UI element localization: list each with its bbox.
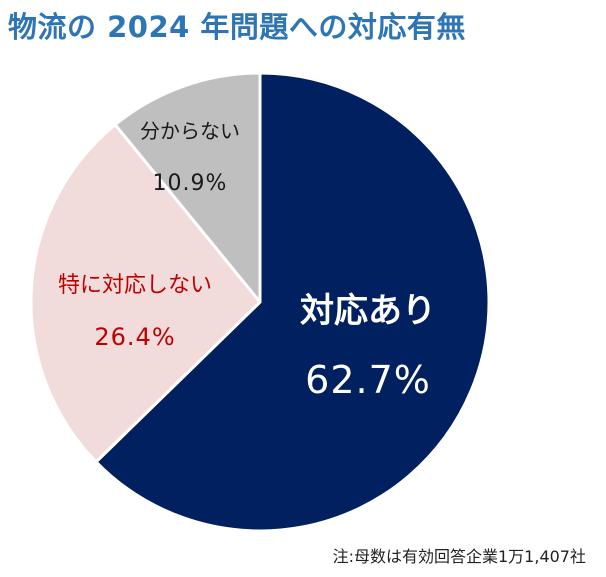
pie-slices — [29, 71, 491, 533]
pie-slice-1 — [94, 71, 491, 533]
pie-slice-3 — [113, 71, 262, 304]
slice-value-3: 10.9% — [153, 171, 228, 196]
slice-label-3: 分からない — [140, 119, 240, 143]
footnote: 注:母数は有効回答企業1万1,407社 — [332, 547, 586, 566]
pie-labels: 対応あり 62.7% 特に対応しない 26.4% 分からない 10.9% — [58, 119, 436, 402]
slice-value-2: 26.4% — [94, 323, 175, 351]
slice-label-1: 対応あり — [300, 291, 436, 331]
slice-value-1: 62.7% — [305, 358, 431, 402]
chart-title: 物流の 2024 年問題への対応有無 — [8, 10, 466, 44]
slice-label-2: 特に対応しない — [58, 273, 212, 298]
pie-slice-2 — [29, 123, 262, 464]
